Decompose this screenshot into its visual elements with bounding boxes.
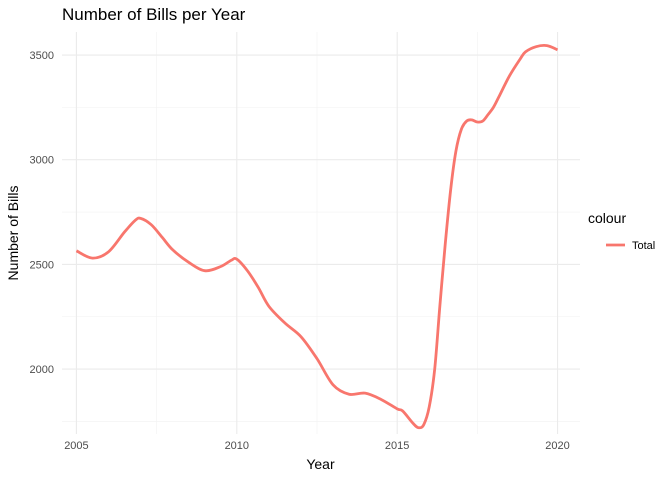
legend-title: colour [588, 210, 626, 226]
y-tick-label: 2000 [30, 364, 54, 376]
legend-label-total: Total [632, 240, 655, 252]
x-axis-title: Year [306, 456, 335, 472]
x-tick-label: 2005 [64, 440, 88, 452]
axis-ticks: 2005 2010 2015 2020 2000 2500 3000 3500 [30, 50, 570, 452]
chart-title: Number of Bills per Year [62, 5, 246, 24]
x-tick-label: 2020 [545, 440, 569, 452]
legend: colour Total [588, 210, 655, 252]
x-tick-label: 2015 [385, 440, 409, 452]
y-axis-title: Number of Bills [5, 186, 21, 281]
y-tick-label: 2500 [30, 259, 54, 271]
series-layer [75, 44, 559, 430]
plot-grid [62, 32, 580, 434]
y-tick-label: 3000 [30, 155, 54, 167]
x-tick-label: 2010 [225, 440, 249, 452]
y-tick-label: 3500 [30, 50, 54, 62]
series-line-total [75, 44, 559, 430]
